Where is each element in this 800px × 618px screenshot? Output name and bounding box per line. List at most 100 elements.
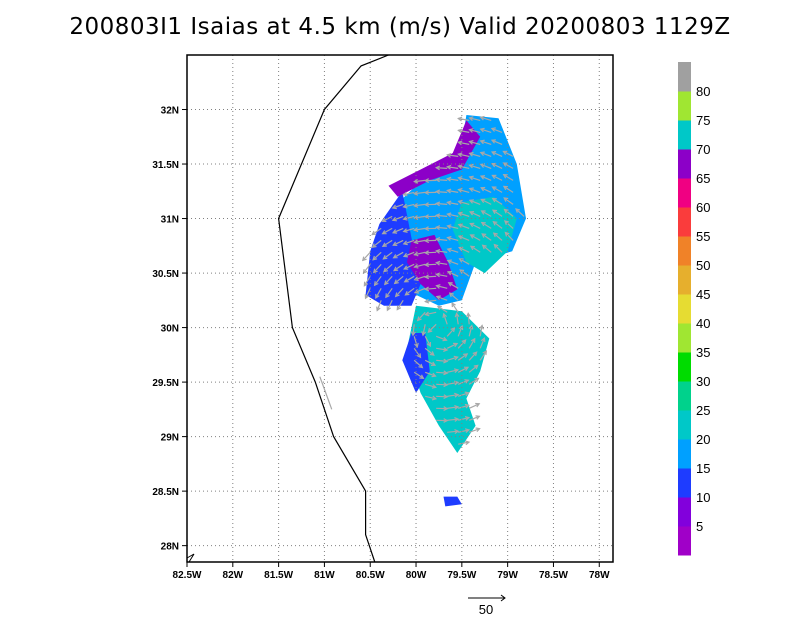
wind-vector — [425, 251, 437, 254]
wind-vector — [403, 251, 415, 257]
wind-vector-head — [363, 281, 369, 287]
wind-vector-head — [457, 140, 463, 146]
wind-vector-head — [364, 294, 370, 300]
wind-vector — [425, 311, 437, 316]
coastline — [186, 54, 389, 563]
wind-vector — [458, 247, 470, 253]
wind-vector-head — [426, 342, 431, 348]
wind-vector-head — [490, 127, 496, 132]
colorbar-swatch — [678, 526, 691, 556]
x-tick-label: 80.5W — [356, 570, 385, 581]
wind-vector-head — [424, 298, 430, 304]
wind-vector-head — [421, 331, 427, 337]
colorbar-label: 25 — [696, 403, 710, 418]
wind-vector-head — [402, 203, 408, 209]
wind-vector-head — [394, 292, 400, 298]
wind-vector — [386, 300, 393, 311]
wind-vector-head — [413, 227, 419, 233]
wind-vector-head — [492, 220, 498, 226]
coastline-line — [277, 54, 389, 563]
colorbar-label: 60 — [696, 200, 710, 215]
wind-vector — [447, 213, 459, 217]
wind-vector — [447, 394, 459, 397]
wind-vector-head — [414, 342, 419, 349]
wind-vector — [469, 199, 481, 205]
wind-vector-head — [418, 363, 424, 369]
y-tick-label: 30N — [161, 324, 179, 335]
wind-vector-head — [458, 324, 464, 331]
wind-vector-head — [454, 312, 460, 318]
x-tick-label: 78.5W — [539, 570, 568, 581]
wind-vector-head — [515, 208, 521, 213]
wind-vector — [480, 187, 492, 193]
wind-vector — [481, 198, 492, 205]
wind-vector-head — [430, 361, 437, 366]
wind-vector — [447, 369, 459, 373]
wind-vector-head — [490, 151, 497, 156]
wind-vector — [425, 299, 437, 303]
wind-vector-head — [413, 251, 419, 257]
wind-vector-head — [361, 256, 367, 262]
wind-vector — [469, 141, 481, 145]
wind-vector-head — [492, 232, 498, 238]
wind-vector — [504, 232, 514, 241]
wind-vector-head — [385, 293, 390, 299]
wind-vector-head — [435, 295, 441, 301]
wind-vector — [403, 215, 415, 220]
wind-vector — [457, 353, 468, 361]
wind-vector — [481, 233, 492, 241]
wind-vector — [436, 191, 448, 193]
wind-vector-head — [468, 140, 474, 145]
wind-vector — [394, 275, 404, 284]
y-tick-label: 29N — [161, 433, 179, 444]
wind-vector-head — [453, 368, 460, 374]
wind-vector — [392, 227, 404, 234]
wind-vector-head — [503, 197, 509, 202]
colorbar-label: 55 — [696, 229, 710, 244]
wind-vector-head — [434, 225, 441, 230]
wind-vector-head — [434, 165, 441, 171]
wind-vector — [405, 287, 415, 296]
wind-vector — [480, 175, 492, 181]
wind-vector-head — [453, 355, 459, 361]
region-west-band — [406, 234, 458, 301]
wind-vector-head — [503, 208, 509, 214]
wind-vector-head — [468, 128, 474, 133]
wind-vector-head — [479, 151, 485, 157]
wind-vector — [468, 351, 478, 361]
wind-vector-head — [434, 201, 441, 207]
x-tick-label: 81W — [314, 570, 335, 581]
wind-vector — [447, 430, 459, 433]
wind-vector-head — [464, 416, 471, 421]
wind-vector — [504, 220, 514, 229]
colorbar-swatch — [678, 381, 691, 411]
wind-vector — [413, 359, 423, 369]
wind-vector — [457, 339, 467, 349]
wind-vector-head — [381, 242, 387, 247]
wind-vector-head — [463, 366, 470, 371]
y-tick-label: 31.5N — [152, 160, 179, 171]
wind-vector-head — [431, 384, 438, 389]
wind-vector-head — [465, 440, 471, 446]
wind-vector — [447, 166, 459, 169]
wind-vector — [414, 239, 426, 243]
wind-vector-head — [383, 267, 389, 273]
wind-vector — [491, 163, 503, 169]
y-tick-label: 29.5N — [152, 378, 179, 389]
wind-vector-head — [464, 391, 470, 397]
wind-vector-head — [423, 214, 430, 220]
wind-vector-head — [448, 292, 454, 298]
wind-vector-head — [391, 229, 398, 234]
wind-vector-head — [371, 230, 377, 236]
wind-vector — [447, 237, 459, 241]
reference-vector-label: 50 — [479, 602, 493, 617]
wind-vector-head — [393, 266, 399, 272]
region-north-band — [388, 120, 481, 197]
wind-vector-head — [453, 342, 459, 348]
wind-vector — [456, 313, 459, 325]
wind-vector — [436, 273, 448, 277]
wind-vector — [382, 227, 393, 235]
wind-vector — [458, 153, 470, 157]
wind-vector — [468, 338, 476, 349]
wind-vector — [458, 441, 470, 445]
